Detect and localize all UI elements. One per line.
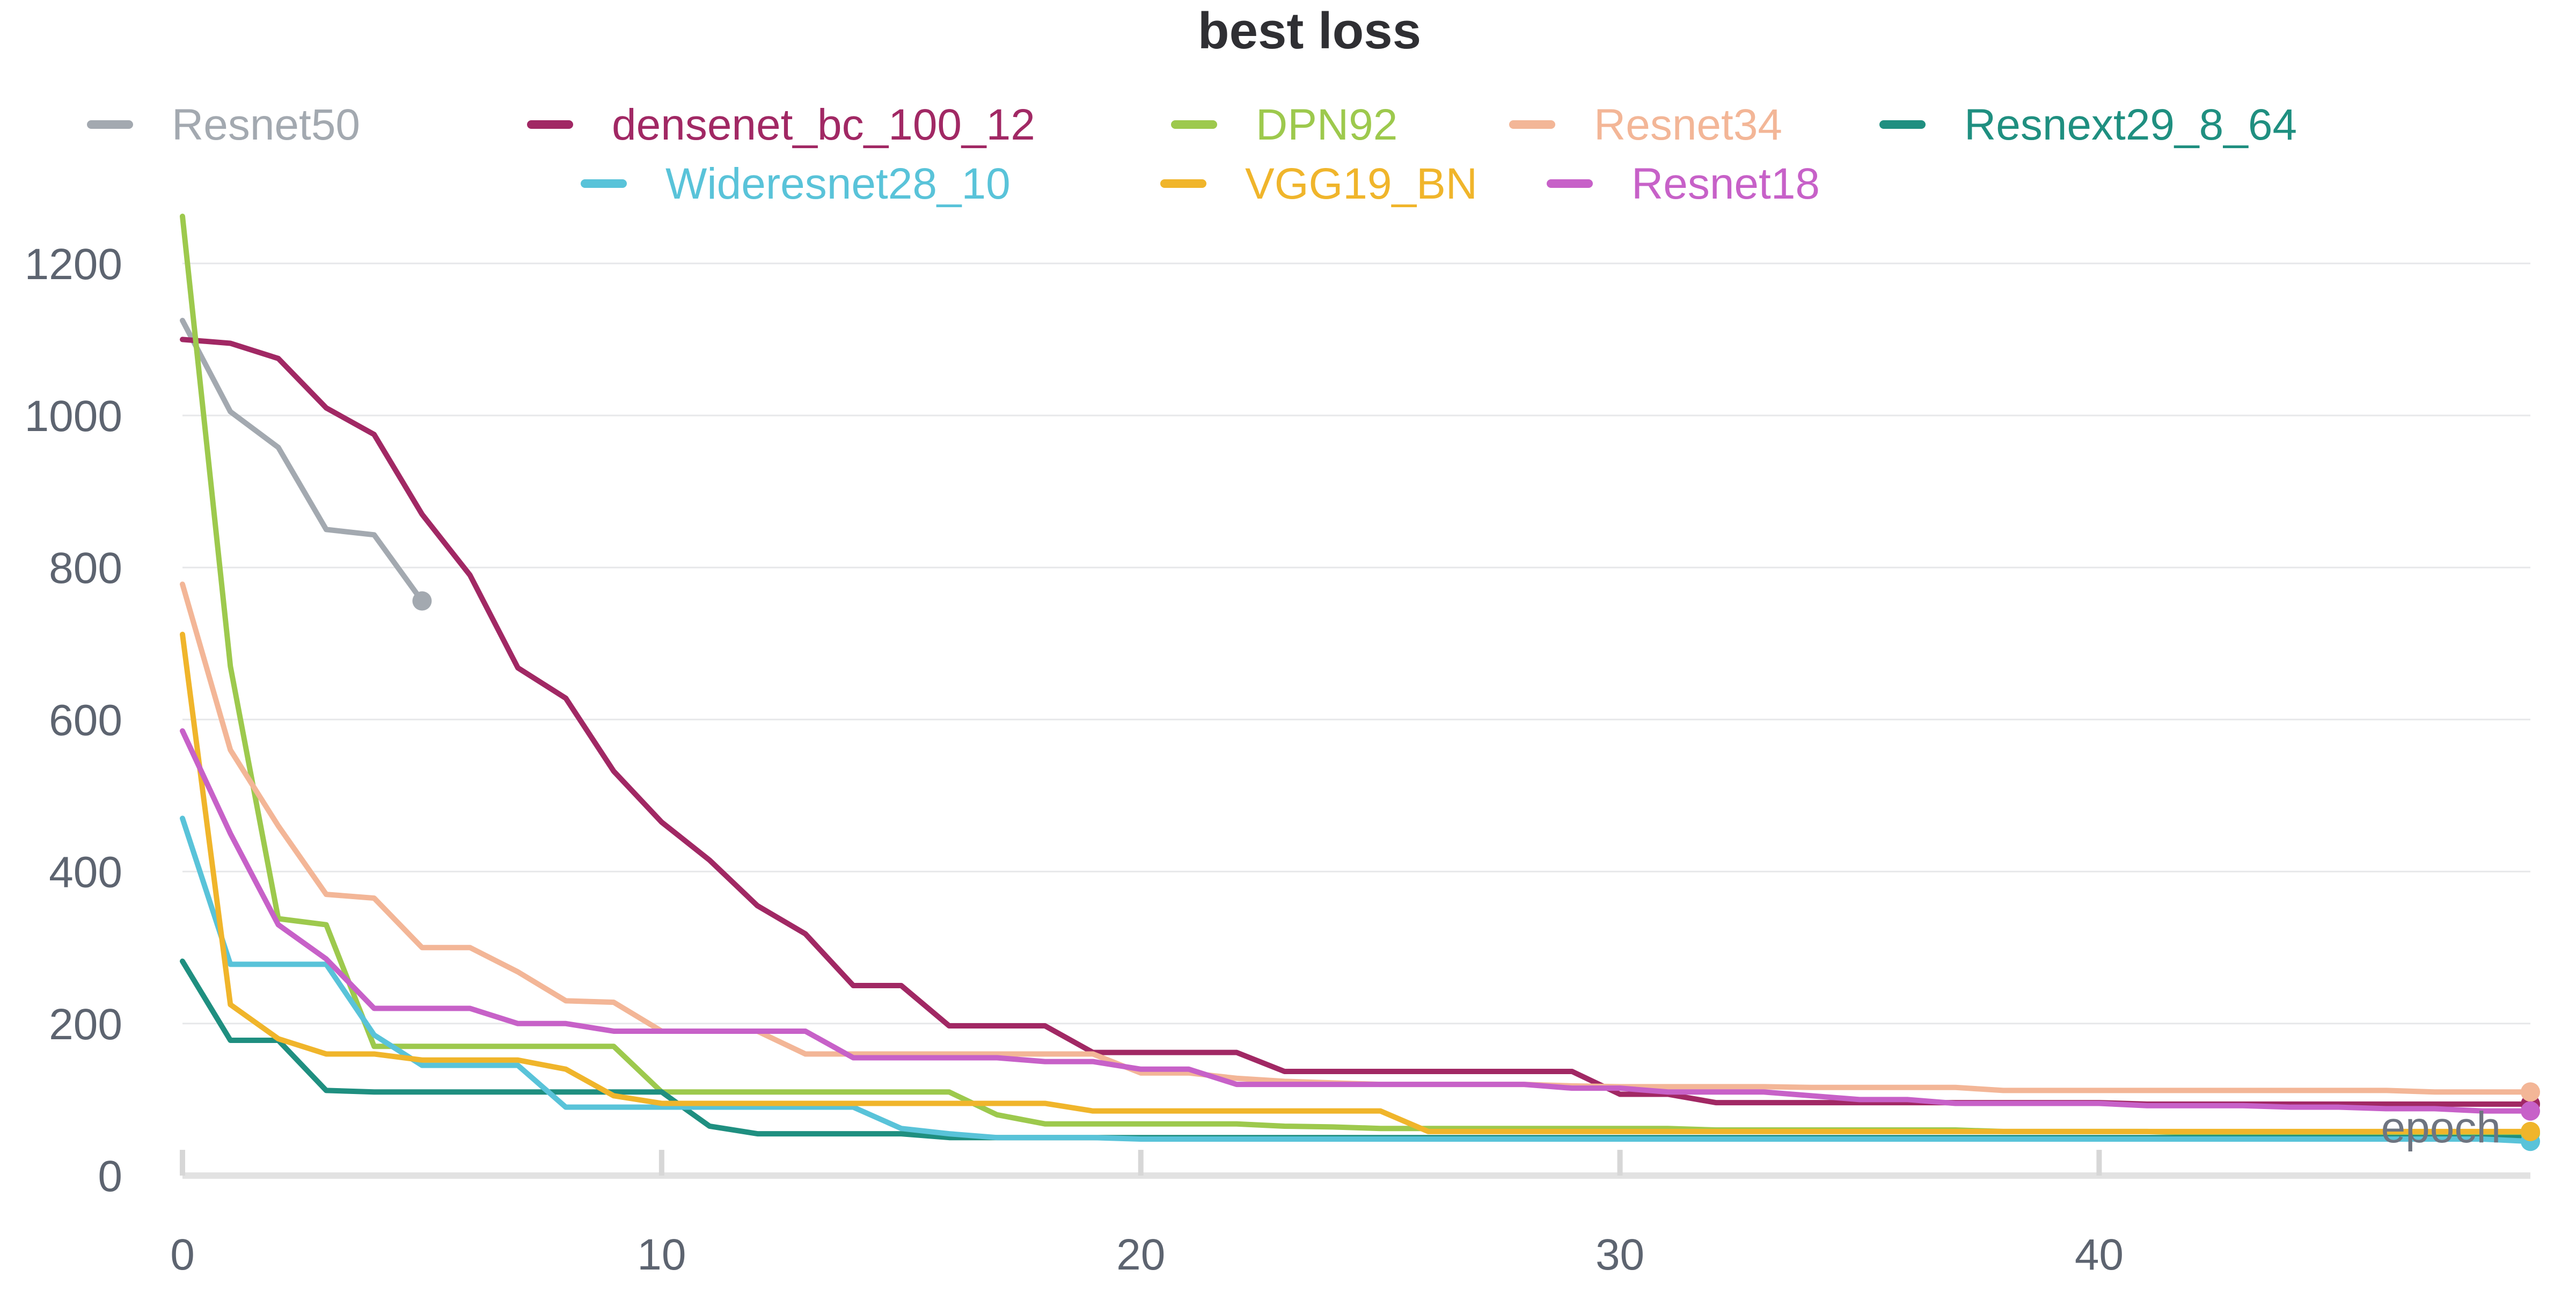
legend: Resnet50 densenet_bc_100_12 DPN92 Resnet34 R…	[87, 100, 2297, 208]
series-lines	[180, 214, 2533, 1144]
legend-label: DPN92	[1256, 100, 1397, 149]
x-axis-label: epoch	[2381, 1103, 2501, 1152]
series-line-resnet34	[180, 581, 2533, 1095]
legend-item[interactable]: Wideresnet28_10	[581, 159, 1011, 208]
axes	[180, 1150, 2530, 1179]
y-tick-label: 800	[49, 544, 122, 593]
y-tick-label: 1200	[25, 240, 122, 289]
series-end-point	[412, 591, 432, 611]
x-tick-label: 20	[1116, 1230, 1165, 1279]
y-tick-label: 0	[98, 1152, 122, 1201]
y-tick-label: 400	[49, 848, 122, 897]
legend-item[interactable]: Resnext29_8_64	[1879, 100, 2297, 149]
legend-label: Resnext29_8_64	[1964, 100, 2297, 149]
x-tick-label: 40	[2075, 1230, 2124, 1279]
x-tick-label: 10	[637, 1230, 686, 1279]
grid	[182, 262, 2530, 1025]
legend-item[interactable]: VGG19_BN	[1160, 159, 1477, 208]
x-tick-label: 0	[170, 1230, 195, 1279]
y-tick-label: 200	[49, 1000, 122, 1049]
legend-label: VGG19_BN	[1245, 159, 1477, 208]
x-tick-label: 30	[1596, 1230, 1644, 1279]
legend-item[interactable]: Resnet18	[1547, 159, 1820, 208]
legend-item[interactable]: Resnet34	[1509, 100, 1782, 149]
legend-label: Resnet34	[1594, 100, 1782, 149]
series-line-vgg19-bn	[180, 631, 2533, 1134]
legend-label: Resnet50	[172, 100, 360, 149]
chart-title: best loss	[1198, 2, 1421, 60]
legend-item[interactable]: DPN92	[1171, 100, 1397, 149]
series-line-resnet50	[180, 318, 425, 604]
legend-item[interactable]: densenet_bc_100_12	[527, 100, 1035, 149]
series-end-point	[2521, 1121, 2540, 1141]
legend-label: Wideresnet28_10	[665, 159, 1011, 208]
series-line-resnet18	[180, 728, 2533, 1114]
series-line-densenet-bc-100-12	[180, 337, 2533, 1107]
series-end-point	[2521, 1101, 2540, 1121]
legend-label: densenet_bc_100_12	[612, 100, 1035, 149]
y-tick-label: 1000	[25, 392, 122, 441]
tick-labels: 0 200 400 600 800 1000 1200 0 10 20 30 40	[25, 240, 2124, 1279]
end-markers	[412, 591, 2540, 1151]
legend-item[interactable]: Resnet50	[87, 100, 360, 149]
series-line-wideresnet28-10	[180, 815, 2533, 1144]
series-line-dpn92	[180, 214, 2533, 1136]
y-tick-label: 600	[49, 696, 122, 745]
legend-label: Resnet18	[1631, 159, 1820, 208]
series-end-point	[2521, 1082, 2540, 1102]
